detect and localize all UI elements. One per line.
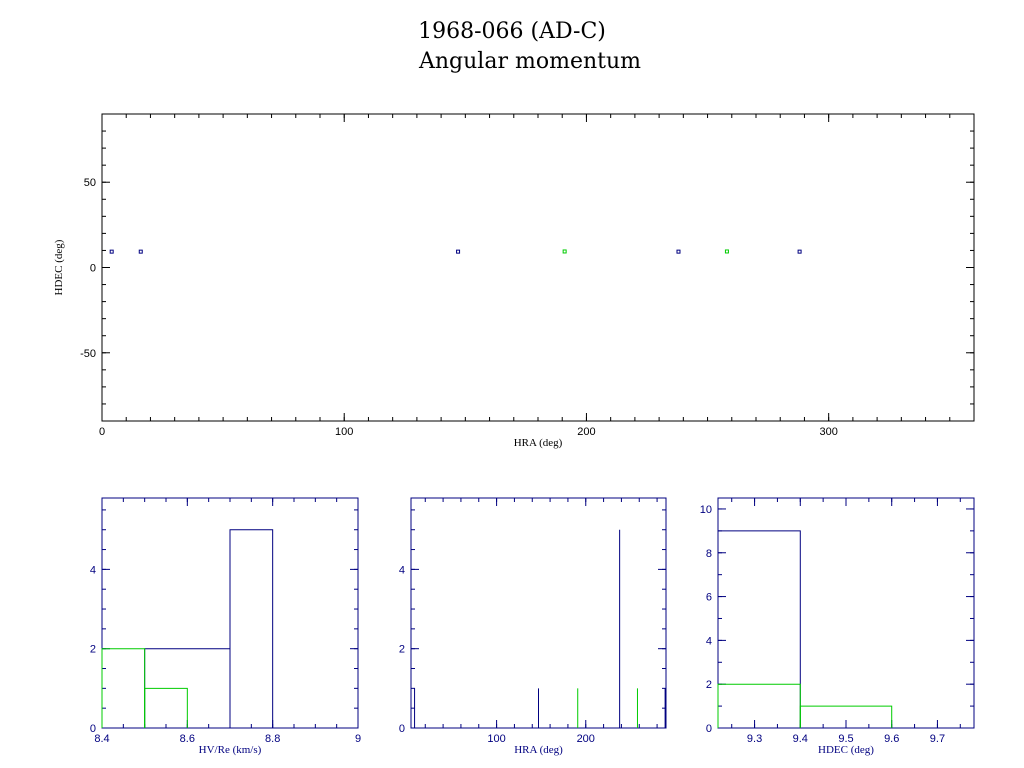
y-tick-label: 4: [90, 564, 96, 576]
scatter-point: [676, 249, 681, 254]
x-tick-label: 0: [99, 426, 105, 438]
x-tick-label: 9.7: [930, 733, 945, 745]
x-axis-label: HRA (deg): [514, 744, 563, 756]
scatter-point: [109, 249, 114, 254]
y-tick-label: 0: [90, 263, 96, 275]
main-scatter-panel: 0 100 200 300 -50 0 50 HRA (deg) HDEC (deg): [53, 113, 975, 449]
y-axis-label: HDEC (deg): [53, 239, 65, 295]
x-tick-label: 8.8: [265, 733, 280, 745]
y-tick-label: 2: [90, 644, 96, 656]
y-tick-label: 4: [399, 564, 405, 576]
scatter-point: [724, 249, 729, 254]
x-tick-label: 9.5: [838, 733, 853, 745]
hist-bin: [144, 687, 188, 728]
y-tick-label: 8: [706, 548, 712, 560]
hist-bin: [229, 529, 274, 728]
x-tick-label: 8.6: [180, 733, 195, 745]
x-tick-label: 300: [819, 426, 837, 438]
hist-bin: [717, 530, 801, 728]
hist-velocity-panel: 8.4 8.6 8.8 9 0 2 4 HV/Re (km/s): [90, 497, 361, 756]
x-tick-label: 8.4: [94, 733, 109, 745]
x-tick-label: 9.3: [747, 733, 762, 745]
hist-bin: [101, 648, 146, 728]
y-tick-label: 2: [399, 644, 405, 656]
y-tick-label: 0: [90, 723, 96, 735]
hist-bin: [799, 705, 893, 728]
x-tick-label: 9.6: [884, 733, 899, 745]
x-tick-label: 100: [335, 426, 353, 438]
chart-title: 1968-066 (AD-C): [418, 19, 606, 44]
y-tick-label: 4: [706, 635, 712, 647]
hist-hdec-panel: 9.3 9.4 9.5 9.6 9.7 0 2 4 6 8 10 HDEC (deg): [700, 497, 975, 756]
x-tick-label: 9: [355, 733, 361, 745]
y-tick-label: 0: [706, 723, 712, 735]
plot-frame: [101, 113, 975, 422]
scatter-point: [138, 249, 143, 254]
x-axis-label: HV/Re (km/s): [199, 744, 262, 756]
chart-subtitle: Angular momentum: [418, 49, 641, 74]
y-tick-label: 6: [706, 592, 712, 604]
y-tick-label: 50: [84, 177, 96, 189]
x-tick-label: 200: [577, 426, 595, 438]
scatter-point: [562, 249, 567, 254]
y-tick-label: 10: [700, 504, 712, 516]
x-tick-label: 100: [487, 733, 505, 745]
scatter-point: [797, 249, 802, 254]
x-tick-label: 9.4: [793, 733, 808, 745]
y-tick-label: 2: [706, 679, 712, 691]
x-tick-label: 200: [577, 733, 595, 745]
scatter-point: [456, 249, 461, 254]
plot-frame: [717, 497, 975, 729]
hist-hra-panel: 100 200 0 2 4 HRA (deg): [399, 497, 667, 756]
x-axis-label: HRA (deg): [514, 437, 563, 449]
hist-bin: [717, 683, 801, 728]
y-tick-label: -50: [80, 348, 96, 360]
y-tick-label: 0: [399, 723, 405, 735]
x-axis-label: HDEC (deg): [818, 744, 874, 756]
